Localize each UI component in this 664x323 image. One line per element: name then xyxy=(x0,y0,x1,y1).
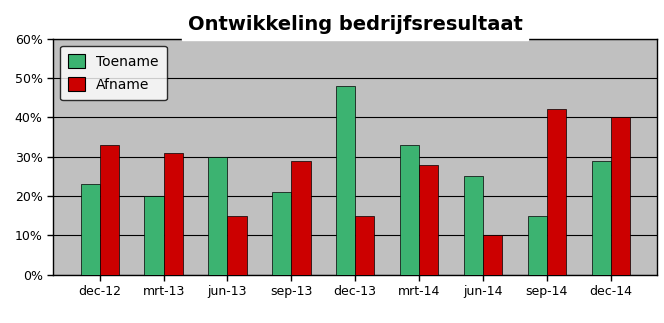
Title: Ontwikkeling bedrijfsresultaat: Ontwikkeling bedrijfsresultaat xyxy=(188,16,523,35)
Bar xyxy=(547,109,566,275)
Bar xyxy=(208,157,228,275)
Bar xyxy=(528,216,547,275)
Bar xyxy=(464,176,483,275)
Bar xyxy=(400,145,419,275)
Bar xyxy=(228,216,246,275)
Legend: Toename, Afname: Toename, Afname xyxy=(60,46,167,100)
Bar xyxy=(145,196,163,275)
Bar xyxy=(80,184,100,275)
Bar xyxy=(592,161,611,275)
Bar xyxy=(291,161,311,275)
Bar xyxy=(419,164,438,275)
Bar xyxy=(272,192,291,275)
Bar xyxy=(355,216,374,275)
Bar xyxy=(100,145,119,275)
Bar xyxy=(336,86,355,275)
Bar xyxy=(483,235,502,275)
Bar xyxy=(163,153,183,275)
Bar xyxy=(611,117,630,275)
